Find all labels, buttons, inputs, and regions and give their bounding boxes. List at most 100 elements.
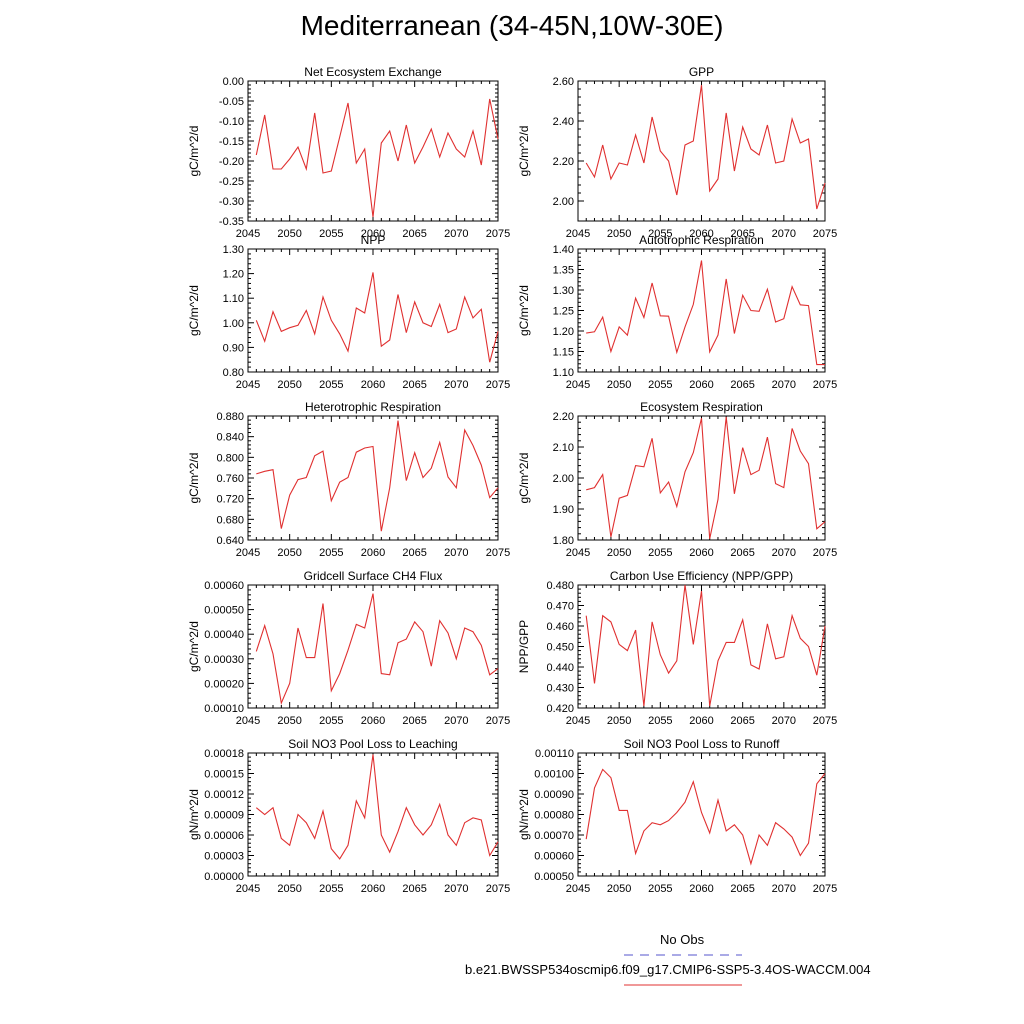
x-tick-label: 2075	[813, 228, 837, 240]
x-tick-label: 2070	[772, 379, 796, 391]
x-tick-label: 2060	[689, 883, 713, 895]
y-axis-label: gC/m^2/d	[517, 453, 531, 504]
y-tick-label: 0.460	[546, 621, 574, 633]
plot-frame	[247, 752, 499, 877]
y-tick-label: 2.20	[553, 156, 574, 168]
series-line	[255, 754, 499, 860]
series-line	[255, 272, 499, 363]
x-tick-label: 2045	[566, 715, 590, 727]
y-tick-label: 1.30	[553, 285, 574, 297]
x-tick-label: 2045	[236, 379, 260, 391]
x-tick-label: 2070	[772, 883, 796, 895]
y-tick-label: 2.20	[553, 411, 574, 423]
y-tick-label: -0.25	[219, 176, 244, 188]
panel-5: Heterotrophic Respiration 2045 2050 2055 206…	[187, 400, 510, 559]
x-tick-label: 2075	[813, 715, 837, 727]
y-tick-label: 0.680	[216, 514, 244, 526]
y-tick-label: 0.640	[216, 535, 244, 547]
x-tick-label: 2055	[648, 547, 672, 559]
y-tick-label: 0.00020	[204, 678, 244, 690]
y-axis-label: gN/m^2/d	[517, 789, 531, 840]
x-tick-label: 2045	[566, 228, 590, 240]
y-tick-label: -0.20	[219, 156, 244, 168]
panel-title: Carbon Use Efficiency (NPP/GPP)	[610, 569, 793, 583]
series-line	[586, 260, 825, 366]
x-tick-label: 2045	[236, 228, 260, 240]
x-tick-label: 2045	[566, 379, 590, 391]
y-tick-label: 2.60	[553, 76, 574, 88]
panel-title: Gridcell Surface CH4 Flux	[304, 569, 443, 583]
y-tick-label: 0.00009	[204, 810, 244, 822]
x-tick-label: 2050	[277, 715, 301, 727]
x-tick-label: 2065	[402, 883, 426, 895]
x-tick-label: 2075	[486, 883, 510, 895]
x-tick-label: 2055	[319, 883, 343, 895]
x-tick-label: 2060	[361, 547, 385, 559]
x-tick-label: 2065	[402, 715, 426, 727]
y-tick-label: 0.00	[223, 76, 244, 88]
x-tick-label: 2075	[486, 228, 510, 240]
series-line	[255, 593, 499, 706]
y-tick-label: 0.00030	[204, 654, 244, 666]
x-tick-label: 2060	[689, 547, 713, 559]
y-tick-label: 0.00015	[204, 769, 244, 781]
y-tick-label: 2.40	[553, 116, 574, 128]
y-axis-label: gC/m^2/d	[187, 126, 201, 177]
y-tick-label: 0.80	[223, 367, 244, 379]
y-axis-label: NPP/GPP	[517, 620, 531, 673]
y-axis-label: gN/m^2/d	[187, 789, 201, 840]
y-tick-label: 1.10	[223, 293, 244, 305]
y-tick-label: 0.00110	[535, 748, 574, 760]
plot-frame	[577, 415, 826, 541]
x-tick-label: 2065	[730, 228, 754, 240]
panel-10: Soil NO3 Pool Loss to Runoff 2045 2050 2055…	[517, 737, 837, 895]
series-line	[585, 584, 826, 707]
y-tick-label: 1.10	[553, 367, 574, 379]
x-tick-label: 2060	[361, 715, 385, 727]
panel-2: GPP 2045 2050 2055 2060 2065 2070 2075 2.00 2.20 2…	[517, 65, 837, 240]
x-tick-label: 2070	[444, 547, 468, 559]
figure-title: Mediterranean (34-45N,10W-30E)	[300, 10, 724, 41]
x-tick-label: 2065	[402, 547, 426, 559]
series-line	[586, 416, 826, 539]
plot-frame	[577, 752, 826, 877]
y-tick-label: -0.10	[219, 116, 244, 128]
y-tick-label: -0.15	[219, 136, 244, 148]
x-tick-label: 2075	[486, 715, 510, 727]
y-tick-label: 1.30	[223, 244, 244, 256]
x-tick-label: 2075	[486, 379, 510, 391]
y-tick-label: 0.00100	[534, 769, 574, 781]
x-tick-label: 2060	[361, 883, 385, 895]
x-tick-label: 2045	[236, 715, 260, 727]
y-tick-label: 0.00012	[204, 789, 244, 801]
x-tick-label: 2065	[402, 228, 426, 240]
x-tick-label: 2055	[648, 883, 672, 895]
y-tick-label: 0.480	[546, 580, 574, 592]
y-tick-label: -0.05	[219, 96, 244, 108]
y-tick-label: 0.00000	[204, 871, 244, 883]
x-tick-label: 2050	[607, 379, 631, 391]
y-axis-label: gC/m^2/d	[187, 285, 201, 336]
y-tick-label: 2.00	[553, 473, 574, 485]
x-tick-label: 2065	[730, 547, 754, 559]
y-tick-label: 1.15	[553, 347, 574, 359]
plot-frame	[577, 584, 826, 709]
y-tick-label: 0.800	[216, 452, 244, 464]
panel-title: Soil NO3 Pool Loss to Leaching	[288, 737, 457, 751]
plot-frame	[247, 248, 499, 373]
panel-title: Ecosystem Respiration	[640, 400, 763, 414]
y-tick-label: 1.00	[223, 318, 244, 330]
x-tick-label: 2055	[648, 715, 672, 727]
x-tick-label: 2050	[277, 228, 301, 240]
y-tick-label: 0.00040	[204, 629, 244, 641]
x-tick-label: 2045	[236, 883, 260, 895]
x-tick-label: 2060	[361, 379, 385, 391]
x-tick-label: 2050	[607, 547, 631, 559]
y-tick-label: 1.20	[553, 326, 574, 338]
panel-8: Carbon Use Efficiency (NPP/GPP) 2045 2050 2…	[517, 569, 837, 727]
y-tick-label: 0.880	[216, 411, 244, 423]
x-tick-label: 2065	[730, 715, 754, 727]
x-tick-label: 2055	[648, 379, 672, 391]
x-tick-label: 2055	[319, 715, 343, 727]
